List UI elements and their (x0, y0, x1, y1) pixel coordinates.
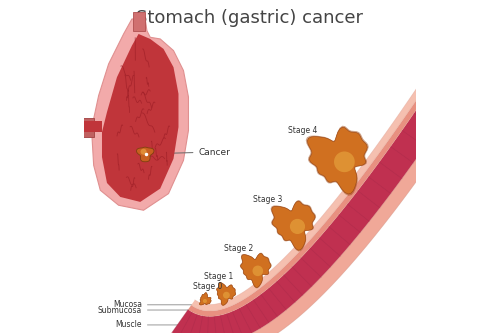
Text: Muscle: Muscle (116, 320, 184, 329)
Polygon shape (240, 254, 271, 287)
Text: Stage 2: Stage 2 (224, 244, 254, 253)
Text: Serosa: Serosa (0, 333, 1, 334)
Polygon shape (270, 200, 316, 252)
Polygon shape (102, 34, 178, 202)
Polygon shape (172, 96, 449, 334)
Circle shape (334, 151, 354, 172)
Polygon shape (240, 253, 272, 288)
Polygon shape (191, 89, 422, 311)
Text: Stomach (gastric) cancer: Stomach (gastric) cancer (136, 9, 364, 27)
Circle shape (290, 219, 305, 234)
Circle shape (223, 292, 230, 299)
Text: Stage 0: Stage 0 (193, 283, 222, 292)
Polygon shape (78, 121, 102, 132)
Text: Stage 1: Stage 1 (204, 272, 233, 281)
Text: Stage 3: Stage 3 (253, 195, 282, 204)
Polygon shape (136, 147, 154, 162)
Polygon shape (200, 293, 211, 305)
Polygon shape (216, 282, 236, 306)
Polygon shape (164, 112, 460, 334)
Polygon shape (188, 93, 426, 316)
Circle shape (203, 299, 207, 303)
Circle shape (140, 149, 146, 155)
Text: Submucosa: Submucosa (98, 306, 192, 315)
Polygon shape (272, 201, 315, 250)
Text: Mucosa: Mucosa (113, 300, 194, 309)
Circle shape (252, 266, 263, 276)
Polygon shape (200, 292, 211, 305)
Polygon shape (306, 126, 368, 196)
Text: Cancer: Cancer (154, 148, 230, 157)
Text: Stage 4: Stage 4 (288, 126, 317, 135)
Polygon shape (216, 283, 236, 305)
Polygon shape (308, 127, 368, 194)
Polygon shape (78, 118, 94, 137)
Polygon shape (132, 12, 145, 31)
Polygon shape (92, 19, 188, 210)
